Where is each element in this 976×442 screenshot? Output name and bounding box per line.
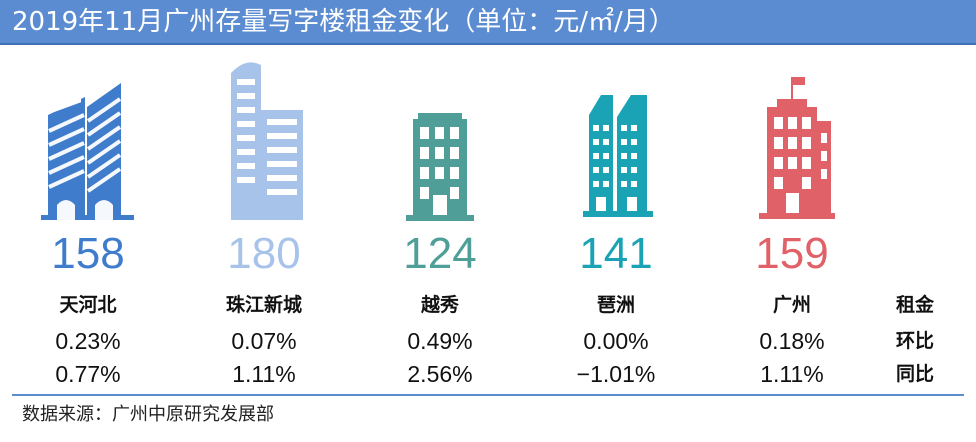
yoy-change: 1.11% bbox=[760, 361, 824, 387]
mom-change: 0.18% bbox=[759, 328, 825, 354]
yoy-change: 0.77% bbox=[55, 361, 121, 387]
rent-value: 158 bbox=[51, 229, 125, 278]
twin-tower-graphic bbox=[41, 83, 134, 220]
district-name: 琶洲 bbox=[596, 294, 635, 316]
yoy-change: −1.01% bbox=[576, 361, 656, 387]
mom-change: 0.23% bbox=[55, 328, 121, 354]
rent-value: 141 bbox=[579, 229, 653, 278]
row-label-rent: 租金 bbox=[895, 294, 934, 316]
yoy-change: 2.56% bbox=[407, 361, 473, 387]
data-source: 数据来源：广州中原研究发展部 bbox=[22, 404, 274, 425]
flag-tower-icon bbox=[717, 55, 867, 225]
district-name: 珠江新城 bbox=[225, 294, 302, 316]
row-label-mom: 环比 bbox=[895, 330, 934, 352]
office-block-graphic bbox=[406, 113, 474, 221]
mom-change: 0.00% bbox=[583, 328, 649, 354]
yoy-change: 1.11% bbox=[232, 361, 296, 387]
row-label-yoy: 同比 bbox=[895, 363, 934, 385]
mom-change: 0.49% bbox=[407, 328, 473, 354]
office-block-icon bbox=[365, 55, 515, 225]
district-name: 天河北 bbox=[59, 294, 117, 316]
glass-twin-tower-icon bbox=[541, 55, 691, 225]
twin-tower-icon bbox=[13, 55, 163, 225]
chart-title: 2019年11月广州存量写字楼租金变化（单位：元/㎡/月） bbox=[12, 7, 675, 37]
district-name: 广州 bbox=[772, 294, 811, 316]
mom-change: 0.07% bbox=[231, 328, 297, 354]
footer-divider bbox=[12, 394, 964, 396]
rent-value: 180 bbox=[227, 229, 301, 278]
rent-value: 124 bbox=[403, 229, 477, 278]
flag-tower-graphic bbox=[759, 77, 835, 219]
curved-tower-icon bbox=[189, 55, 339, 225]
district-name: 越秀 bbox=[420, 294, 459, 316]
glass-twin-tower-graphic bbox=[583, 95, 653, 217]
curved-tower-graphic bbox=[231, 62, 303, 221]
rent-value: 159 bbox=[755, 229, 829, 278]
title-bar: 2019年11月广州存量写字楼租金变化（单位：元/㎡/月） bbox=[0, 0, 976, 45]
